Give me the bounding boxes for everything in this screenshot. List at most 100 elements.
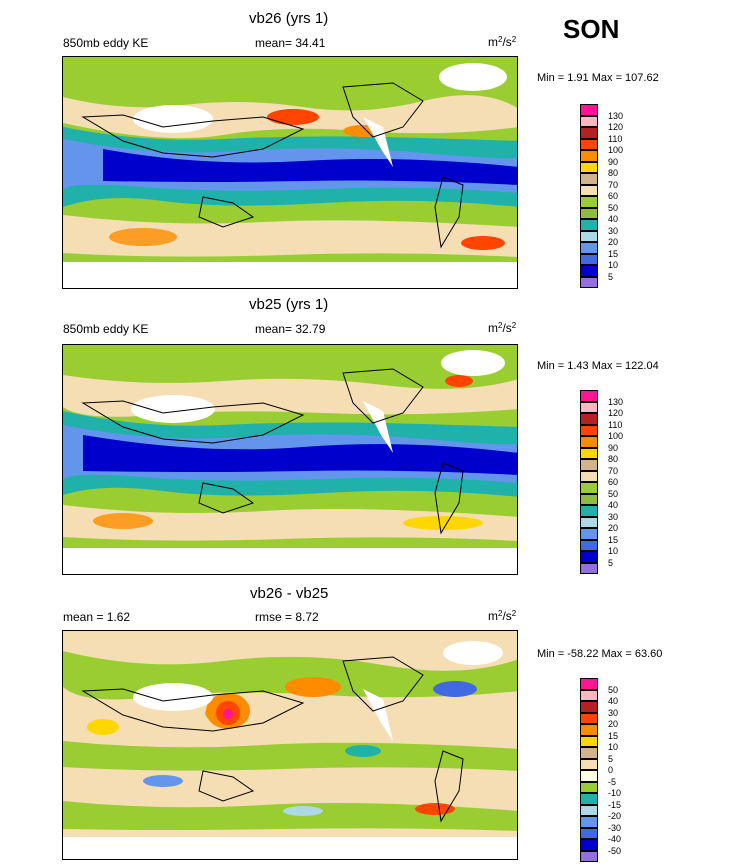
colorbar-tick-label: 40 bbox=[608, 500, 619, 510]
colorbar-tick-label: 20 bbox=[608, 523, 619, 533]
colorbar-swatch bbox=[580, 196, 598, 208]
panel2-minmax: Min = 1.43 Max = 122.04 bbox=[537, 360, 659, 372]
colorbar-swatch bbox=[580, 459, 598, 471]
colorbar-swatch bbox=[580, 447, 598, 459]
colorbar-tick-label: 70 bbox=[608, 465, 619, 476]
colorbar-tick-label: 0 bbox=[608, 765, 614, 775]
colorbar-tick-label: 5 bbox=[608, 753, 614, 764]
panel3-rmse: rmse = 8.72 bbox=[255, 610, 319, 624]
colorbar-swatch bbox=[580, 850, 598, 862]
colorbar-swatch bbox=[580, 401, 598, 413]
colorbar-swatch bbox=[580, 161, 598, 173]
colorbar-swatch bbox=[580, 253, 598, 265]
colorbar-tick-label: -20 bbox=[608, 811, 622, 821]
colorbar-tick-label: 110 bbox=[608, 419, 623, 430]
colorbar-tick-label: -30 bbox=[608, 822, 622, 833]
colorbar-tick-label: 120 bbox=[608, 408, 624, 418]
colorbar-tick-label: 10 bbox=[608, 260, 619, 270]
panel1-minmax: Min = 1.91 Max = 107.62 bbox=[537, 72, 659, 84]
panel3-field bbox=[63, 631, 517, 859]
colorbar-swatch bbox=[580, 528, 598, 540]
colorbar-swatch bbox=[580, 184, 598, 196]
colorbar-swatch bbox=[580, 516, 598, 528]
colorbar-swatch bbox=[580, 436, 598, 448]
panel3-title: vb26 - vb25 bbox=[250, 585, 329, 602]
colorbar-tick-label: 5 bbox=[608, 557, 614, 568]
panel1-units: m2/s2 bbox=[488, 35, 517, 49]
panel1-title: vb26 (yrs 1) bbox=[249, 10, 329, 27]
colorbar-swatch bbox=[580, 747, 598, 759]
colorbar-tick-label: 80 bbox=[608, 168, 619, 178]
colorbar-swatch bbox=[580, 230, 598, 242]
colorbar-swatch bbox=[580, 470, 598, 482]
colorbar-tick-label: 70 bbox=[608, 179, 619, 190]
colorbar-tick-label: 130 bbox=[608, 110, 624, 121]
colorbar-swatch bbox=[580, 689, 598, 701]
colorbar-swatch bbox=[580, 781, 598, 793]
colorbar-swatch bbox=[580, 804, 598, 816]
colorbar-swatch bbox=[580, 482, 598, 494]
panel3-map bbox=[62, 630, 518, 860]
colorbar-swatch bbox=[580, 735, 598, 747]
colorbar-tick-label: -15 bbox=[608, 799, 622, 810]
panel2-units: m2/s2 bbox=[488, 321, 517, 335]
panel2-field bbox=[63, 345, 517, 574]
panel1-mean: mean= 34.41 bbox=[255, 36, 326, 50]
colorbar-swatch bbox=[580, 493, 598, 505]
colorbar-tick-label: 60 bbox=[608, 191, 619, 201]
colorbar-tick-label: 110 bbox=[608, 133, 623, 144]
colorbar-swatch bbox=[580, 104, 598, 116]
colorbar-swatch bbox=[580, 562, 598, 574]
colorbar-tick-label: 60 bbox=[608, 477, 619, 487]
colorbar-swatch bbox=[580, 115, 598, 127]
colorbar-swatch bbox=[580, 413, 598, 425]
colorbar-tick-label: 100 bbox=[608, 145, 624, 155]
colorbar-tick-label: 30 bbox=[608, 707, 619, 718]
colorbar-swatch bbox=[580, 701, 598, 713]
panel2-map bbox=[62, 344, 518, 575]
colorbar-tick-label: 100 bbox=[608, 431, 624, 441]
panel2-title: vb25 (yrs 1) bbox=[249, 296, 329, 313]
colorbar-swatch bbox=[580, 127, 598, 139]
panel3-mean: mean = 1.62 bbox=[63, 610, 131, 624]
colorbar-swatch bbox=[580, 770, 598, 782]
colorbar-swatch bbox=[580, 539, 598, 551]
colorbar-swatch bbox=[580, 678, 598, 690]
colorbar-tick-label: 20 bbox=[608, 237, 619, 247]
colorbar-tick-label: 50 bbox=[608, 488, 619, 499]
colorbar-swatch bbox=[580, 173, 598, 185]
colorbar-tick-label: 15 bbox=[608, 534, 619, 545]
colorbar-swatch bbox=[580, 551, 598, 563]
colorbar-swatch bbox=[580, 207, 598, 219]
colorbar-tick-label: -10 bbox=[608, 788, 622, 798]
panel2-mean: mean= 32.79 bbox=[255, 322, 326, 336]
colorbar-tick-label: 50 bbox=[608, 684, 619, 695]
colorbar-swatch bbox=[580, 839, 598, 851]
colorbar-swatch bbox=[580, 827, 598, 839]
colorbar-tick-label: 130 bbox=[608, 396, 624, 407]
colorbar-tick-label: -5 bbox=[608, 776, 617, 787]
colorbar-tick-label: 30 bbox=[608, 511, 619, 522]
colorbar-swatch bbox=[580, 390, 598, 402]
colorbar-tick-label: 20 bbox=[608, 719, 619, 729]
season-label: SON bbox=[563, 14, 620, 44]
panel1-subtitle: 850mb eddy KE bbox=[63, 36, 149, 50]
colorbar-swatch bbox=[580, 242, 598, 254]
colorbar-tick-label: 15 bbox=[608, 248, 619, 259]
colorbar-tick-label: -40 bbox=[608, 834, 622, 844]
colorbar-tick-label: 90 bbox=[608, 156, 619, 167]
colorbar-swatch bbox=[580, 219, 598, 231]
colorbar-swatch bbox=[580, 758, 598, 770]
colorbar-tick-label: 40 bbox=[608, 214, 619, 224]
colorbar-swatch bbox=[580, 265, 598, 277]
panel1-field bbox=[63, 57, 517, 288]
colorbar-tick-label: 15 bbox=[608, 730, 619, 741]
colorbar-swatch bbox=[580, 276, 598, 288]
colorbar-tick-label: -50 bbox=[608, 845, 622, 856]
colorbar-tick-label: 5 bbox=[608, 271, 614, 282]
colorbar-tick-label: 80 bbox=[608, 454, 619, 464]
colorbar-swatch bbox=[580, 816, 598, 828]
panel3-minmax: Min = -58.22 Max = 63.60 bbox=[537, 648, 663, 660]
colorbar-swatch bbox=[580, 150, 598, 162]
panel2-subtitle: 850mb eddy KE bbox=[63, 322, 149, 336]
